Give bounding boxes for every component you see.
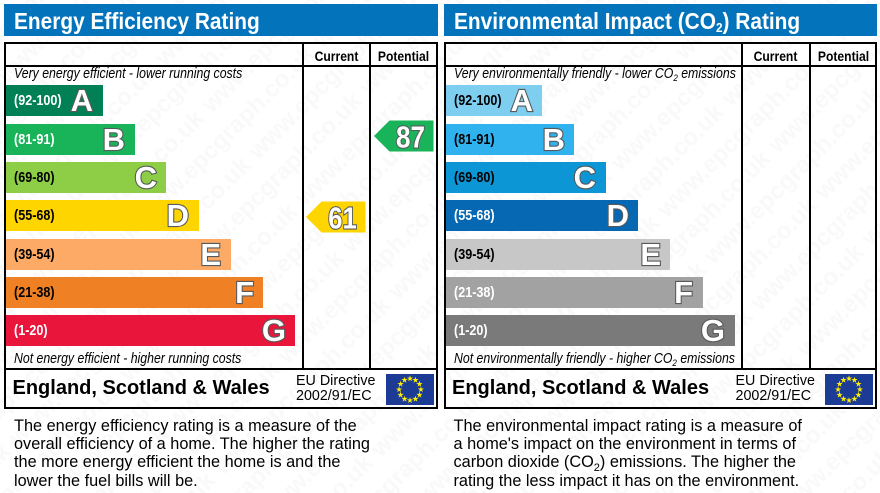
svg-text:G: G (261, 313, 285, 348)
svg-text:B: B (542, 122, 564, 157)
svg-text:D: D (606, 198, 628, 233)
svg-text:C: C (574, 160, 596, 195)
svg-text:F: F (235, 275, 254, 310)
svg-text:F: F (674, 275, 693, 310)
svg-text:E: E (200, 237, 221, 272)
svg-text:C: C (134, 160, 156, 195)
svg-text:61: 61 (328, 201, 357, 233)
svg-text:A: A (510, 83, 532, 118)
svg-text:A: A (71, 83, 93, 118)
svg-text:B: B (103, 122, 125, 157)
svg-text:E: E (640, 237, 661, 272)
svg-text:G: G (701, 313, 725, 348)
svg-text:D: D (167, 198, 189, 233)
svg-text:87: 87 (396, 120, 425, 152)
